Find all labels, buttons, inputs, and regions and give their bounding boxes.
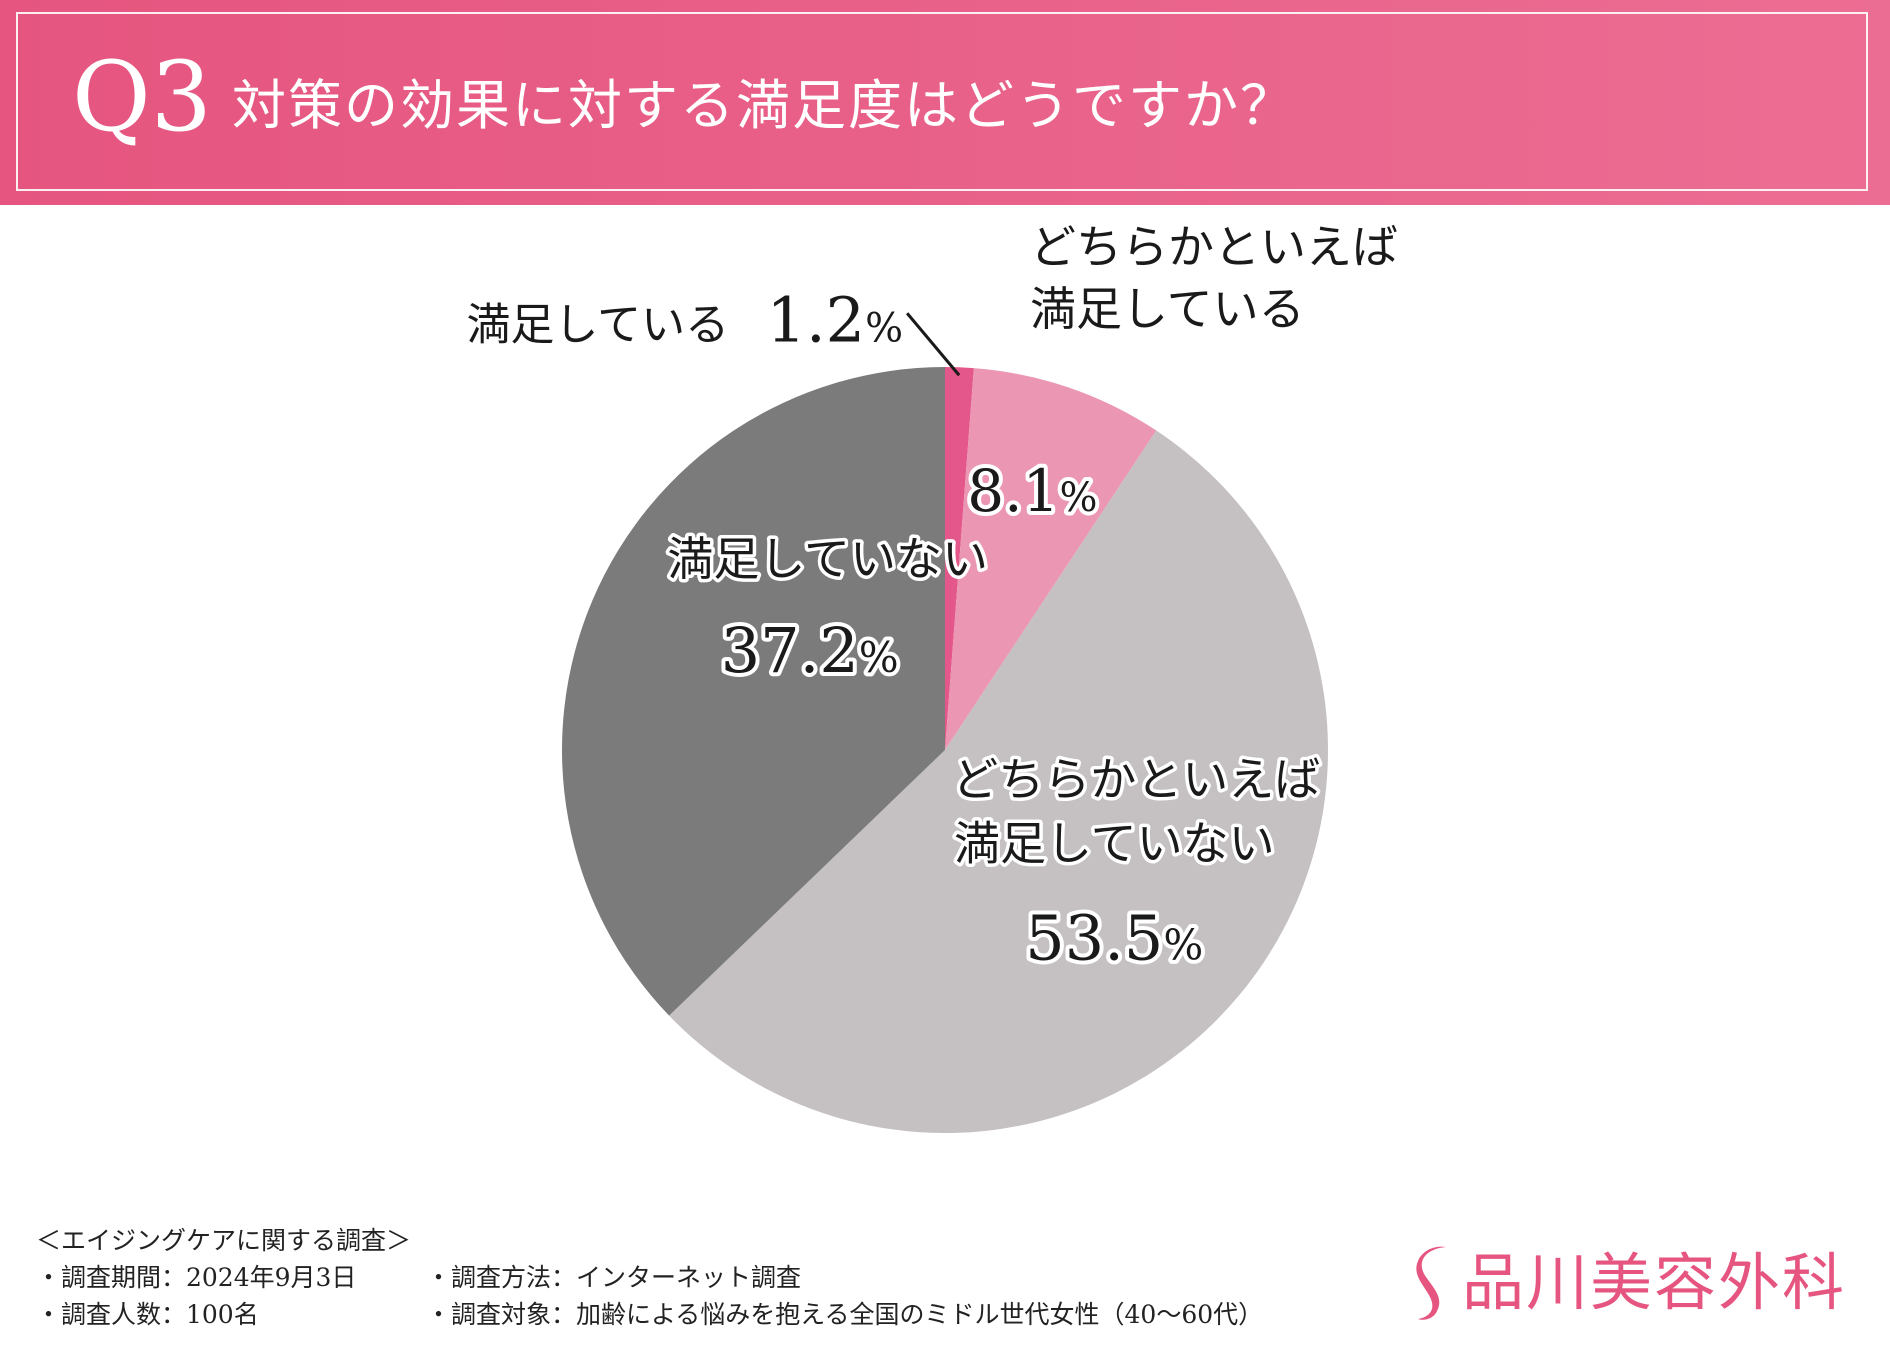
slice-label-3: 満足していない [667,532,988,586]
header-frame [16,12,1868,191]
header-banner: Q3 対策の効果に対する満足度はどうですか？ [0,0,1890,205]
pie-slice-1 [945,368,1157,750]
survey-footer: ＜エイジングケアに関する調査＞ ・調査期間：2024年9月3日 ・調査方法：イン… [36,1222,1263,1333]
leader-line-slice-0 [905,312,961,377]
slice-value-1: 8.1% [967,457,1097,525]
pie-slice-0 [945,367,974,750]
pie-chart: 満足している 1.2%どちらかといえば満足している8.1%どちらかといえば満足して… [466,220,1398,1134]
brand-logo: 品川美容外科 [1410,1238,1846,1328]
slice-label-2-line-2: 満足していない [954,817,1275,871]
survey-count: ・調査人数：100名 [36,1300,259,1329]
slice-value-2: 53.5% [1025,902,1203,975]
s-swoosh-logo-icon [1416,1246,1446,1320]
survey-method: ・調査方法：インターネット調査 [426,1263,802,1292]
slice-value-0: 1.2% [767,283,904,356]
survey-period: ・調査期間：2024年9月3日 [36,1263,357,1292]
slice-label-2-line-1: どちらかといえば [952,753,1320,807]
slice-label-0: 満足している [466,299,729,350]
question-title: 対策の効果に対する満足度はどうですか？ [232,74,1296,137]
survey-target: ・調査対象：加齢による悩みを抱える全国のミドル世代女性（40～60代） [426,1300,1264,1329]
slice-label-1-line-2: 満足している [1030,282,1305,336]
slice-value-3: 37.2% [721,614,899,687]
survey-title: ＜エイジングケアに関する調査＞ [36,1226,412,1255]
pie-slice-2 [669,430,1328,1134]
question-number: Q3 [72,41,212,153]
slice-label-1-line-1: どちらかといえば [1030,220,1398,274]
brand-name: 品川美容外科 [1462,1246,1847,1319]
pie-slice-3 [561,367,945,1016]
